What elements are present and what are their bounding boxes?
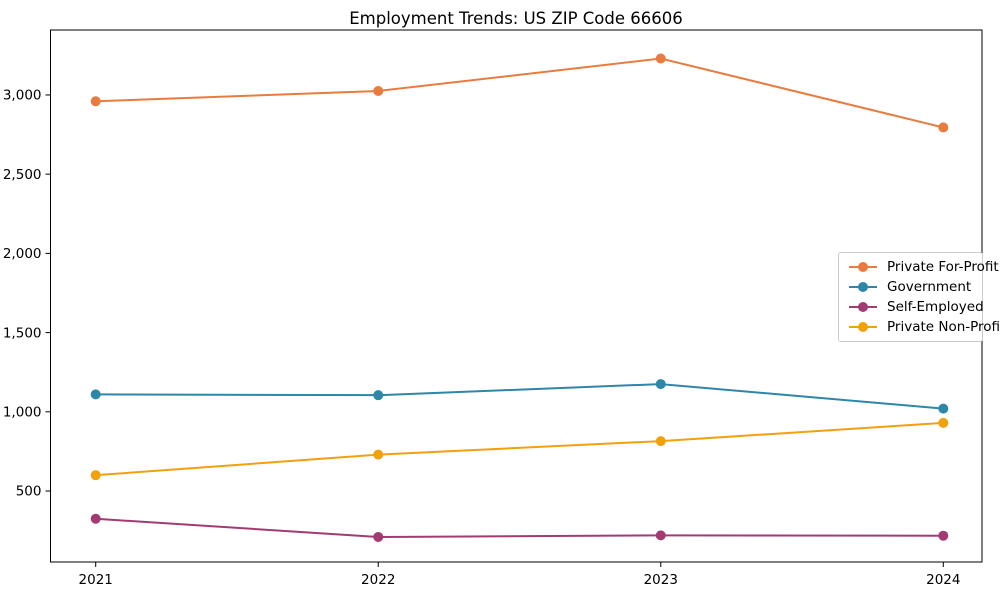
x-tick-label: 2021 (79, 572, 113, 588)
data-point-marker (655, 436, 666, 447)
legend-marker-icon (849, 282, 877, 292)
data-point-marker (90, 389, 101, 400)
series-line (95, 421, 944, 477)
data-point-marker (90, 470, 101, 481)
y-tick-label: 500 (16, 484, 42, 500)
data-point-marker (655, 530, 666, 541)
legend-label: Self-Employed (887, 299, 984, 315)
y-tick-label: 1,000 (3, 405, 42, 421)
legend-item: Government (848, 279, 973, 295)
legend-marker-icon (849, 302, 877, 312)
legend-item: Private Non-Profit (848, 319, 1000, 335)
x-tick-label: 2024 (926, 572, 960, 588)
legend-marker-icon (849, 262, 877, 272)
data-point-marker (938, 417, 949, 428)
legend-item: Self-Employed (848, 299, 984, 315)
legend: Private For-Profit Government Self-Employe… (838, 252, 1000, 342)
data-point-marker (90, 513, 101, 524)
data-point-marker (938, 122, 949, 133)
y-tick-label: 2,000 (3, 246, 42, 262)
x-tick-label: 2022 (361, 572, 395, 588)
legend-item: Private For-Profit (848, 259, 999, 275)
data-point-marker (655, 53, 666, 64)
legend-marker-icon (849, 322, 877, 332)
series-line (95, 57, 944, 129)
data-point-marker (373, 390, 384, 401)
data-point-marker (373, 449, 384, 460)
y-tick-label: 1,500 (3, 325, 42, 341)
y-tick-label: 3,000 (3, 88, 42, 104)
data-point-marker (90, 96, 101, 107)
data-point-marker (938, 530, 949, 541)
y-tick-label: 2,500 (3, 167, 42, 183)
x-tick-label: 2023 (644, 572, 678, 588)
legend-label: Private For-Profit (887, 259, 999, 275)
legend-label: Government (887, 279, 972, 295)
series-line (95, 383, 944, 410)
data-point-marker (373, 531, 384, 542)
legend-label: Private Non-Profit (887, 319, 1000, 335)
data-point-marker (938, 403, 949, 414)
series-line (95, 517, 944, 538)
chart-title: Employment Trends: US ZIP Code 66606 (349, 9, 683, 28)
data-point-marker (373, 85, 384, 96)
data-point-marker (655, 379, 666, 390)
